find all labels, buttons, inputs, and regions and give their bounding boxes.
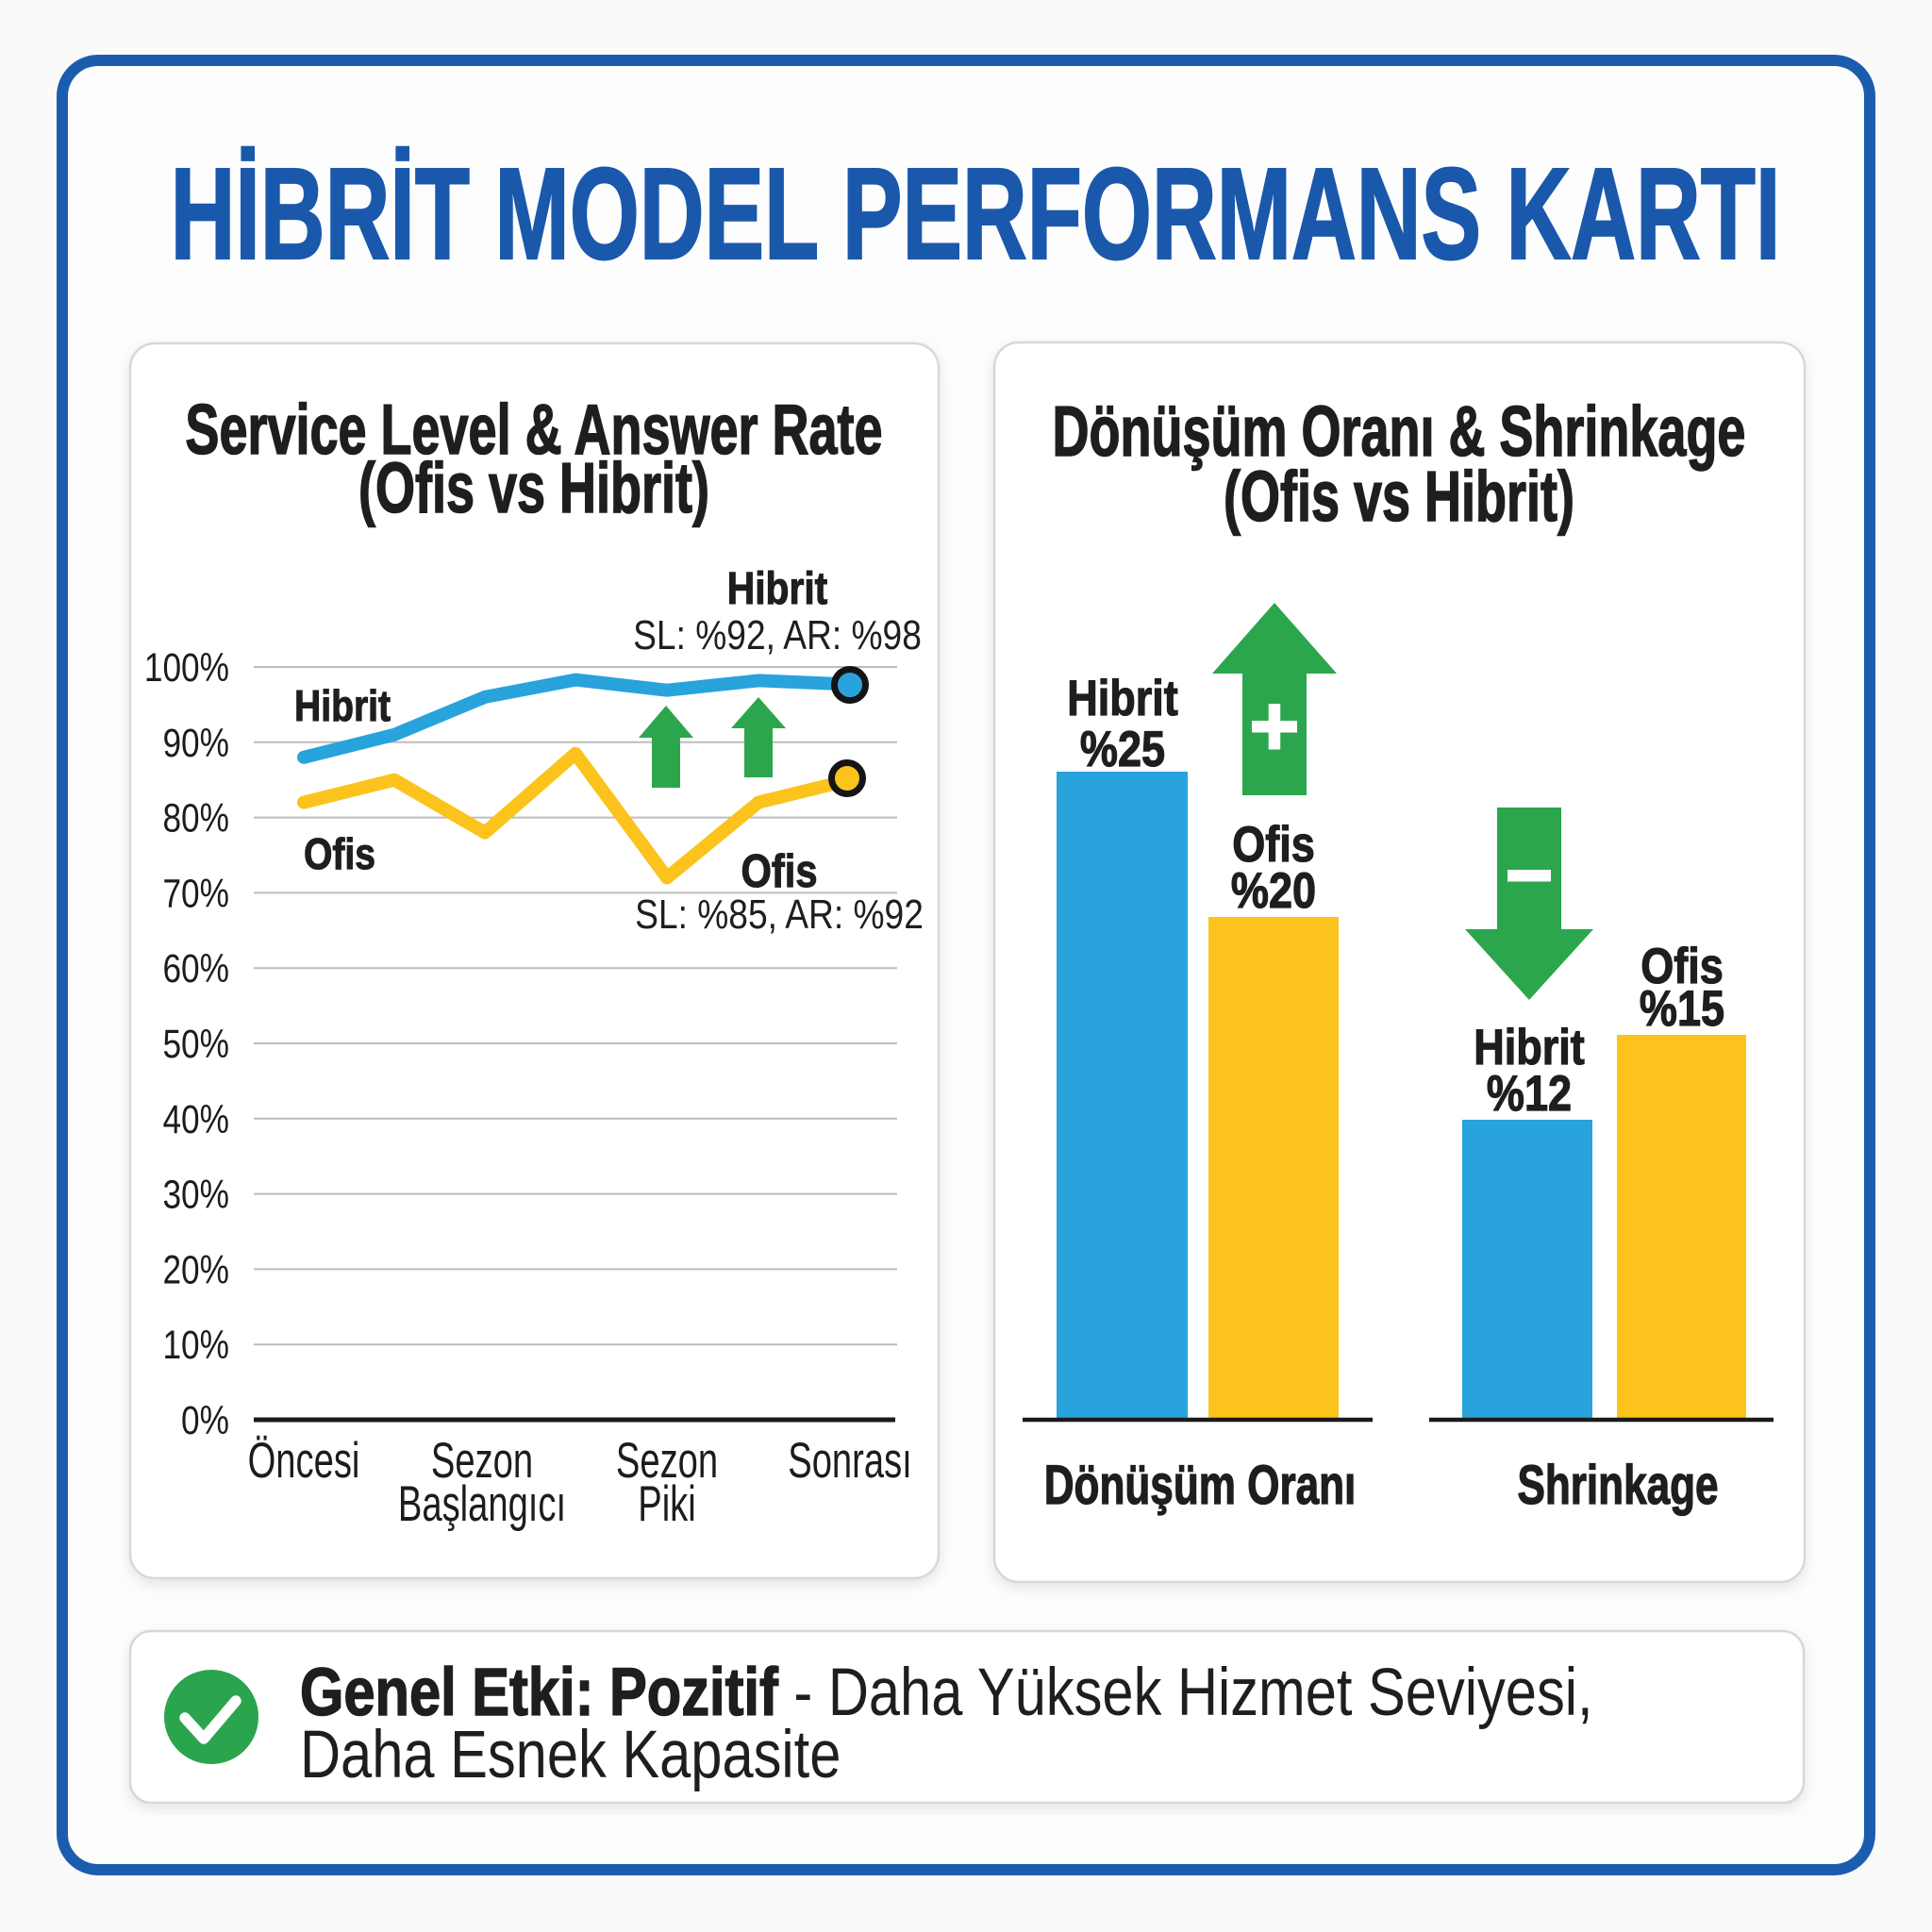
svg-text:20%: 20%	[162, 1247, 229, 1292]
svg-text:Shrinkage: Shrinkage	[1517, 1454, 1718, 1515]
svg-text:%12: %12	[1487, 1066, 1572, 1122]
svg-text:Dönüşüm Oranı: Dönüşüm Oranı	[1044, 1454, 1357, 1515]
svg-text:Ofis: Ofis	[1232, 817, 1315, 873]
svg-text:Genel Etki: Pozitif - Daha Yük: Genel Etki: Pozitif - Daha Yüksek Hizmet…	[300, 1655, 1593, 1729]
svg-text:40%: 40%	[162, 1097, 229, 1142]
svg-text:Ofis: Ofis	[741, 845, 817, 897]
svg-text:Hibrit: Hibrit	[1067, 671, 1178, 726]
svg-text:0%: 0%	[181, 1398, 229, 1443]
svg-text:Daha Esnek Kapasite: Daha Esnek Kapasite	[300, 1717, 841, 1791]
svg-text:60%: 60%	[162, 946, 229, 991]
svg-text:%15: %15	[1640, 981, 1724, 1037]
svg-text:(Ofis vs Hibrit): (Ofis vs Hibrit)	[1224, 457, 1574, 536]
svg-text:Hibrit: Hibrit	[294, 682, 391, 731]
svg-text:Dönüşüm Oranı & Shrinkage: Dönüşüm Oranı & Shrinkage	[1053, 391, 1746, 471]
svg-text:Ofis: Ofis	[1641, 939, 1724, 994]
svg-text:10%: 10%	[162, 1323, 229, 1368]
svg-text:Service Level & Answer Rate: Service Level & Answer Rate	[185, 390, 882, 469]
svg-text:70%: 70%	[162, 871, 229, 916]
svg-text:(Ofis vs Hibrit): (Ofis vs Hibrit)	[358, 448, 709, 527]
svg-text:Hibrit: Hibrit	[1474, 1020, 1585, 1075]
svg-text:Başlangıcı: Başlangıcı	[398, 1475, 566, 1532]
svg-text:%20: %20	[1231, 863, 1316, 919]
svg-text:Sezon: Sezon	[616, 1432, 718, 1489]
svg-text:HİBRİT MODEL PERFORMANS KARTI: HİBRİT MODEL PERFORMANS KARTI	[171, 142, 1781, 288]
svg-text:Sonrası: Sonrası	[788, 1432, 911, 1489]
svg-text:%25: %25	[1080, 722, 1165, 777]
svg-text:Piki: Piki	[638, 1475, 695, 1532]
svg-text:30%: 30%	[162, 1172, 229, 1217]
svg-text:Öncesi: Öncesi	[248, 1432, 360, 1489]
svg-text:100%: 100%	[144, 645, 229, 691]
svg-text:90%: 90%	[162, 721, 229, 766]
svg-text:Ofis: Ofis	[304, 830, 375, 879]
svg-text:SL: %92, AR: %98: SL: %92, AR: %98	[633, 611, 922, 658]
svg-text:80%: 80%	[162, 795, 229, 841]
svg-text:Sezon: Sezon	[431, 1432, 533, 1489]
svg-text:SL: %85, AR: %92: SL: %85, AR: %92	[635, 891, 924, 938]
svg-text:Hibrit: Hibrit	[727, 564, 828, 614]
svg-text:50%: 50%	[162, 1022, 229, 1067]
